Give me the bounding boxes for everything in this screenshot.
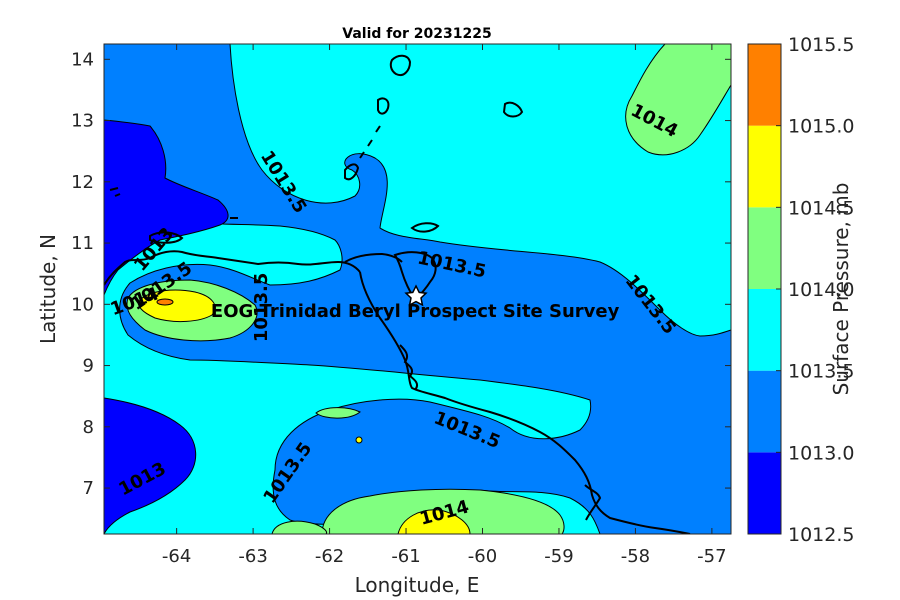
x-axis-label: Longitude, E bbox=[355, 573, 480, 597]
x-axis-ticks: -64 -63 -62 -61 -60 -59 -58 -57 bbox=[162, 44, 727, 567]
pressure-cell-1014-5-dot bbox=[355, 436, 363, 444]
y-tick-label: 7 bbox=[83, 478, 94, 499]
colorbar-tick-label: 1014.5 bbox=[788, 197, 854, 219]
colorbar-swatch bbox=[748, 207, 781, 289]
site-star-marker bbox=[404, 284, 428, 307]
colorbar-tick-label: 1014.0 bbox=[788, 279, 854, 301]
pressure-cell-1015-west bbox=[156, 298, 174, 306]
pressure-band-1012-5-to-1013-lower-left bbox=[104, 397, 197, 534]
y-tick-label: 11 bbox=[71, 233, 94, 254]
pressure-band-1014-south-small bbox=[271, 520, 328, 534]
x-tick-label: -61 bbox=[391, 546, 420, 567]
colorbar-tick-label: 1015.5 bbox=[788, 34, 854, 56]
y-tick-label: 14 bbox=[71, 49, 94, 70]
coastlines bbox=[104, 54, 691, 534]
colorbar-swatch bbox=[748, 452, 781, 534]
contour-label: 1013.5 bbox=[251, 273, 272, 342]
y-tick-label: 12 bbox=[71, 172, 94, 193]
y-axis-ticks: 7 8 9 10 11 12 13 14 bbox=[71, 49, 731, 499]
colorbar: 1012.5 1013.0 1013.5 1014.0 1014.5 1015.0 1015… bbox=[747, 34, 854, 546]
pressure-band-1012-5-to-1013-left bbox=[104, 44, 229, 296]
x-tick-label: -59 bbox=[544, 546, 573, 567]
colorbar-label: Surface Pressure, mb bbox=[829, 183, 853, 396]
site-annotation: EOG Trinidad Beryl Prospect Site Survey bbox=[211, 301, 620, 322]
colorbar-swatch bbox=[748, 370, 781, 453]
x-tick-label: -63 bbox=[238, 546, 267, 567]
x-tick-label: -64 bbox=[162, 546, 191, 567]
x-tick-label: -62 bbox=[315, 546, 344, 567]
colorbar-tick-label: 1015.0 bbox=[788, 116, 854, 138]
pressure-cell-1014-small-south bbox=[315, 407, 361, 419]
pressure-band-1014-top-right bbox=[625, 44, 731, 156]
colorbar-swatch bbox=[748, 125, 781, 208]
y-tick-label: 10 bbox=[71, 294, 94, 315]
x-tick-label: -60 bbox=[468, 546, 497, 567]
pressure-band-1014-5-west bbox=[138, 289, 216, 323]
plot-frame bbox=[103, 43, 732, 535]
colorbar-tick-label: 1012.5 bbox=[788, 524, 854, 546]
x-tick-label: -58 bbox=[621, 546, 650, 567]
colorbar-tick-label: 1013.5 bbox=[788, 361, 854, 383]
chart-title: Valid for 20231225 bbox=[342, 26, 491, 42]
colorbar-swatch bbox=[748, 44, 781, 126]
y-tick-label: 13 bbox=[71, 111, 94, 132]
y-axis-label: Latitude, N bbox=[36, 234, 60, 344]
x-tick-label: -57 bbox=[697, 546, 726, 567]
colorbar-swatch bbox=[748, 289, 781, 371]
pressure-band-1014-5-south bbox=[397, 509, 471, 534]
y-tick-label: 9 bbox=[83, 356, 94, 377]
colorbar-tick-label: 1013.0 bbox=[788, 442, 854, 464]
y-tick-label: 8 bbox=[83, 417, 94, 438]
